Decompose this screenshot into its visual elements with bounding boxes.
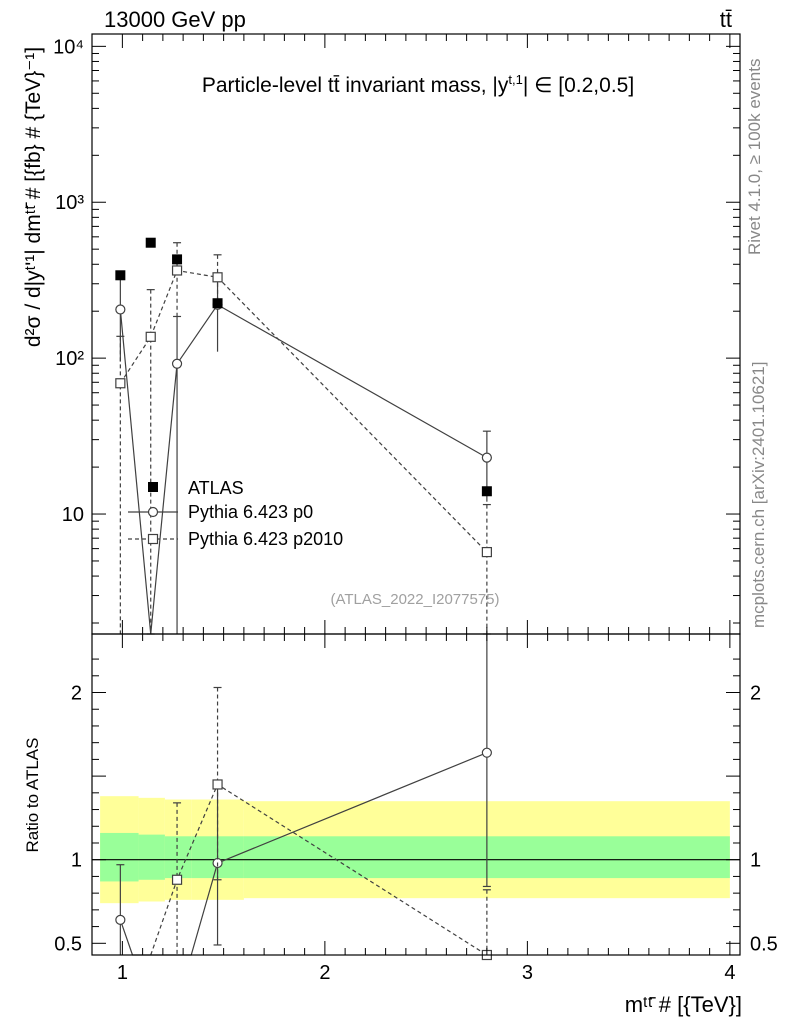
ratio-point-p0 <box>481 747 492 758</box>
legend-marker-atlas <box>148 482 158 492</box>
x-tick-label: 4 <box>724 962 735 984</box>
data-point-atlas <box>172 254 183 265</box>
data-point-p0 <box>171 358 183 369</box>
x-tick-label: 1 <box>117 962 128 984</box>
uncertainty-band-inner <box>100 832 139 882</box>
ratio-point-p2010 <box>212 779 223 790</box>
x-axis-label: mᵗᵗ̄ # [{TeV}] <box>625 992 742 1017</box>
legend-label-p0: Pythia 6.423 p0 <box>188 502 313 522</box>
ratio-frame <box>91 633 741 956</box>
data-point-atlas <box>481 486 492 497</box>
series-line-1 <box>119 303 488 635</box>
energy-label: 13000 GeV pp <box>104 7 246 32</box>
ratio-point-p2010 <box>171 874 183 885</box>
legend-marker-p2010 <box>147 533 159 545</box>
ratio-y-tick-label-right: 2 <box>750 683 761 705</box>
data-point-p2010 <box>481 546 492 558</box>
uncertainty-band-inner <box>164 836 192 879</box>
y-axis-main-label: d²σ / d|yᵗ'¹| dmᵗᵗ̄ # [{fb} # {TeV}⁻¹] <box>22 47 45 347</box>
ratio-y-tick-label: 0.5 <box>54 933 82 955</box>
data-point-p2010 <box>115 378 126 389</box>
ratio-y-tick-label: 2 <box>71 683 82 705</box>
x-tick-label: 2 <box>319 962 330 984</box>
data-point-p2010 <box>171 265 183 276</box>
data-point-p2010 <box>212 272 223 283</box>
uncertainty-band-inner <box>138 834 165 880</box>
ratio-plot-panel: 0.5 0.5 1 1 2 2 1 2 3 4 <box>54 633 778 984</box>
main-y-tick-label: 10⁴ <box>53 36 84 58</box>
data-point-atlas <box>115 270 126 281</box>
analysis-label: (ATLAS_2022_I2077575) <box>330 591 499 608</box>
main-y-tick-label: 10³ <box>55 192 84 214</box>
data-point-atlas <box>212 298 223 309</box>
main-y-tick-label: 10 <box>62 504 84 526</box>
main-y-tick-label: 10² <box>55 348 84 370</box>
ratio-y-tick-label-right: 1 <box>750 850 761 872</box>
legend-label-p2010: Pythia 6.423 p2010 <box>188 529 343 549</box>
ratio-point-p0 <box>115 914 126 925</box>
plot-title: Particle-level tt̄ invariant mass, |yt,1… <box>202 72 634 97</box>
legend-label-atlas: ATLAS <box>188 478 244 498</box>
data-point-p2010 <box>145 331 156 342</box>
y-axis-ratio-label: Ratio to ATLAS <box>23 738 42 853</box>
legend: ATLAS Pythia 6.423 p0 Pythia 6.423 p2010 <box>128 478 343 549</box>
x-tick-label: 3 <box>522 962 533 984</box>
ratio-y-tick-label-right: 0.5 <box>750 933 778 955</box>
data-point-p0 <box>115 304 126 315</box>
ratio-y-tick-label: 1 <box>71 850 82 872</box>
mcplots-label: mcplots.cern.ch [arXiv:2401.10621] <box>749 362 768 628</box>
data-point-atlas <box>145 237 156 248</box>
legend-marker-p0 <box>147 506 159 518</box>
main-plot-panel: 10 10² 10³ 10⁴ Particle-level tt̄ invariant… <box>53 33 741 635</box>
data-point-p0 <box>481 452 492 463</box>
rivet-label: Rivet 4.1.0, ≥ 100k events <box>745 59 764 255</box>
process-label: tt̄ <box>720 7 732 32</box>
